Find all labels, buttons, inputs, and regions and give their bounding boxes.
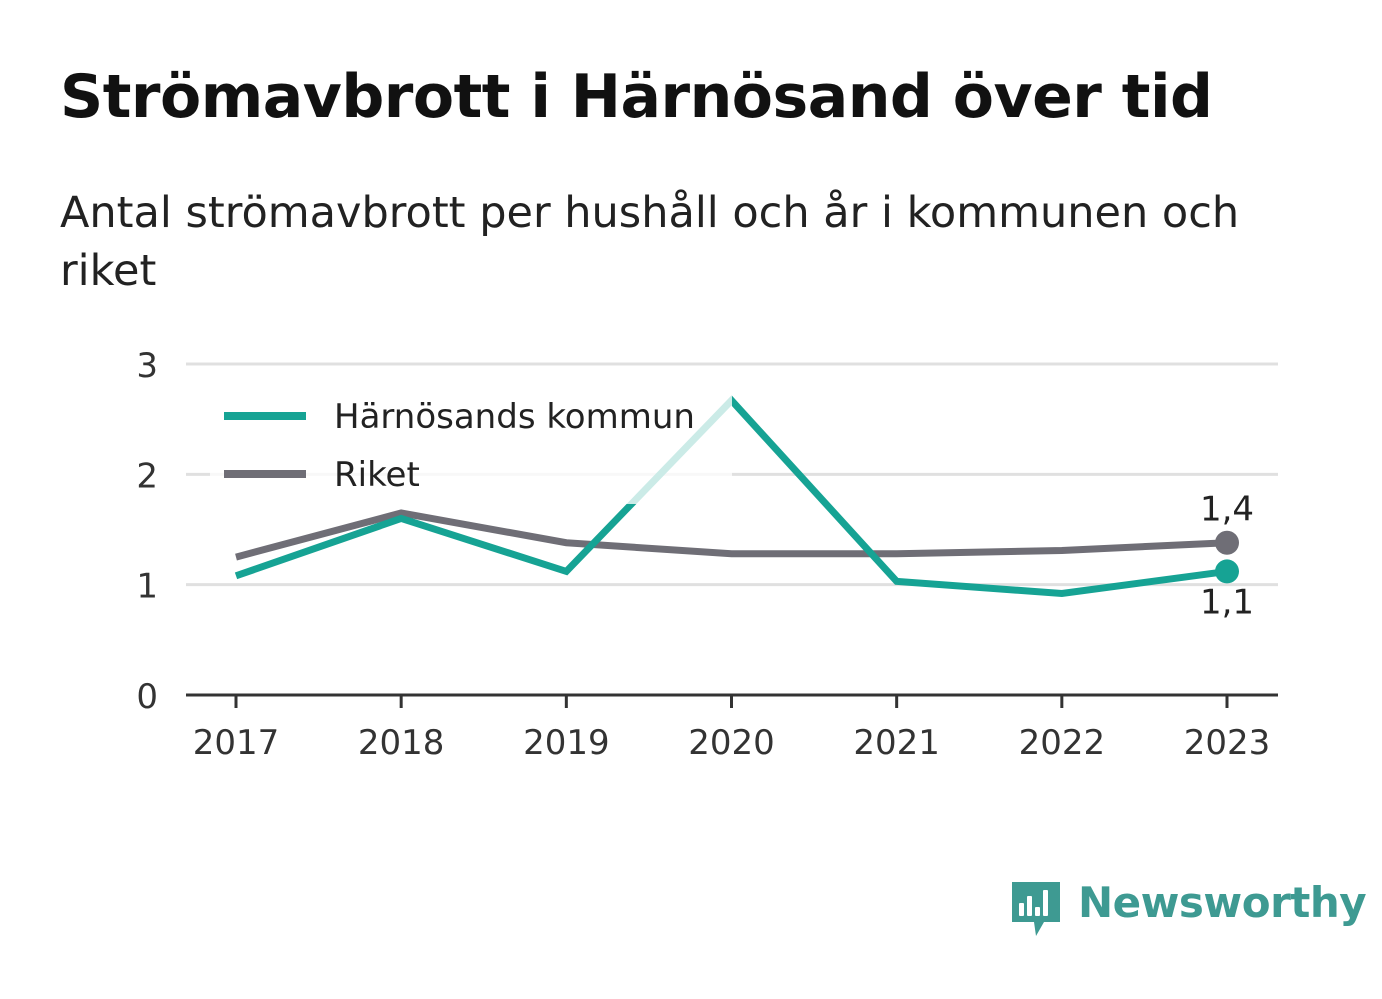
chart-subtitle: Antal strömavbrott per hushåll och år i …: [60, 188, 1240, 296]
x-tick-label: 2023: [1184, 723, 1271, 763]
y-tick-label: 2: [136, 456, 158, 496]
chart-title: Strömavbrott i Härnösand över tid: [60, 62, 1213, 132]
x-tick-label: 2022: [1019, 723, 1106, 763]
x-tick-label: 2017: [193, 723, 280, 763]
x-tick-label: 2020: [688, 723, 775, 763]
end-value-label: 1,1: [1200, 582, 1254, 622]
y-tick-label: 1: [136, 567, 158, 607]
bar-chart-icon: [1012, 882, 1060, 936]
series-end-point: [1215, 530, 1239, 555]
legend-background: [210, 388, 732, 504]
y-axis-ticks: 0 1 2 3: [136, 346, 158, 717]
legend-label: Härnösands kommun: [334, 397, 695, 437]
y-tick-label: 0: [136, 677, 158, 717]
brand-name: Newsworthy: [1078, 878, 1367, 927]
series-end-point: [1215, 559, 1239, 584]
x-tick-label: 2021: [853, 723, 940, 763]
x-axis-ticks: 2017 2018 2019 2020 2021 2022 2023: [193, 695, 1271, 763]
x-tick-label: 2019: [523, 723, 610, 763]
end-labels: 1,1 1,4: [1200, 490, 1254, 623]
end-value-label: 1,4: [1200, 490, 1254, 530]
newsworthy-logo: Newsworthy: [1010, 878, 1367, 940]
legend: Härnösands kommun Riket: [210, 388, 732, 504]
x-tick-label: 2018: [358, 723, 445, 763]
series-line: [235, 509, 1228, 561]
y-tick-label: 3: [136, 346, 158, 386]
legend-label: Riket: [334, 455, 420, 495]
